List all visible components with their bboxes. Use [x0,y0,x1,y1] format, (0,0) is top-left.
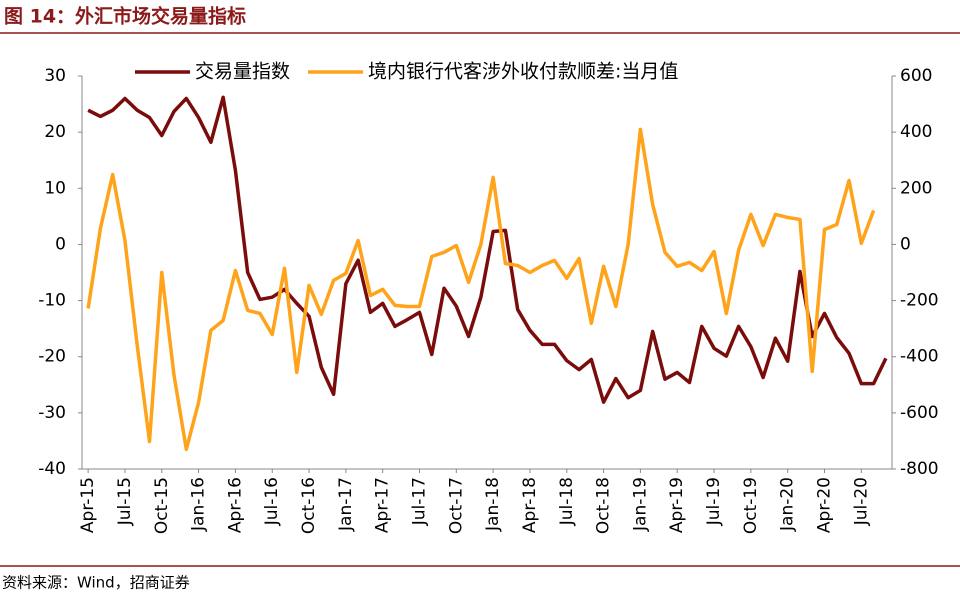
legend-label: 境内银行代客涉外收付款顺差:当月值 [368,61,678,83]
y-tick-label: -20 [38,347,66,367]
x-tick-label: Apr-18 [520,477,540,533]
x-tick-label: Oct-16 [299,477,319,534]
x-tick-label: Apr-20 [815,477,835,533]
legend-label: 交易量指数 [195,61,290,83]
x-tick-label: Apr-15 [78,477,98,533]
y-tick-label: 0 [55,234,66,254]
y-tick-label: -40 [38,459,66,479]
x-tick-label: Jan-19 [630,477,650,532]
x-tick-label: Jul-16 [262,477,282,526]
x-tick-label: Jul-20 [851,477,871,526]
y2-tick-label: 200 [900,178,932,198]
x-tick-label: Jan-18 [483,477,503,532]
y2-tick-label: -600 [900,403,939,423]
chart-title: 图 14：外汇市场交易量指标 [4,5,246,28]
x-tick-label: Jan-16 [189,477,209,532]
y2-tick-label: -400 [900,347,939,367]
series-line [87,95,888,404]
y-tick-label: -30 [38,403,66,423]
x-tick-label: Apr-19 [667,477,687,533]
y-tick-label: 30 [44,66,66,86]
x-tick-label: Oct-18 [594,477,614,534]
source: 资料来源：Wind，招商证券 [2,574,190,592]
x-tick-label: Jul-15 [115,477,135,526]
x-tick-label: Oct-15 [152,477,172,534]
x-tick-label: Jan-17 [336,477,356,532]
y2-tick-label: 0 [900,234,911,254]
y-tick-label: 20 [44,122,66,142]
y-tick-label: -10 [38,291,66,311]
series-line [86,127,876,452]
x-tick-label: Jul-17 [410,477,430,526]
x-tick-label: Jul-19 [704,477,724,526]
y2-tick-label: 600 [900,66,932,86]
y-tick-label: 10 [44,178,66,198]
x-tick-label: Jan-20 [778,477,798,532]
y2-tick-label: -200 [900,291,939,311]
x-tick-label: Oct-17 [446,477,466,534]
x-tick-label: Jul-18 [557,477,577,526]
y2-tick-label: 400 [900,122,932,142]
x-tick-label: Apr-16 [225,477,245,533]
x-tick-label: Oct-19 [741,477,761,534]
x-tick-label: Apr-17 [373,477,393,533]
y2-tick-label: -800 [900,459,939,479]
